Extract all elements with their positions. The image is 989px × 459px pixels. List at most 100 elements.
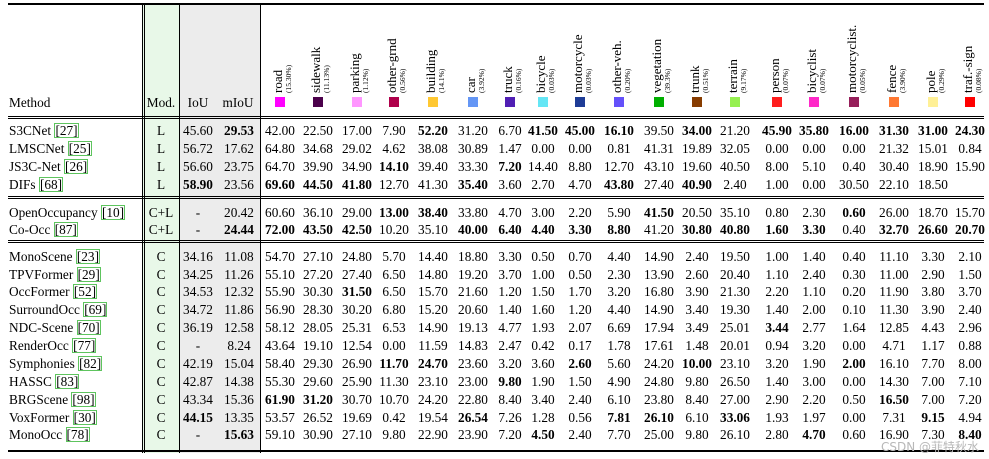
class-score-cell: 14.40 xyxy=(418,249,448,264)
class-score-cell: 1.20 xyxy=(498,284,522,299)
miou-cell: 20.42 xyxy=(224,205,254,220)
class-frequency: (14.1%) xyxy=(437,68,446,93)
class-score-cell: 29.30 xyxy=(303,356,333,371)
iou-cell: 58.90 xyxy=(183,177,213,192)
class-score-cell: 0.80 xyxy=(765,205,789,220)
citation-link[interactable]: [98] xyxy=(71,392,96,407)
class-score-cell: 30.30 xyxy=(303,284,333,299)
class-score-cell: 0.50 xyxy=(568,267,592,282)
modality-cell: C xyxy=(156,302,166,317)
class-score-cell: 16.10 xyxy=(604,123,634,138)
class-score-cell: 6.53 xyxy=(382,320,406,335)
class-score-cell: 12.70 xyxy=(379,177,409,192)
class-name: fence xyxy=(884,64,899,93)
class-score-cell: 26.54 xyxy=(458,410,488,425)
class-score-cell: 4.50 xyxy=(531,427,555,442)
modality-cell: C xyxy=(156,249,166,264)
citation-link[interactable]: [82] xyxy=(78,356,103,371)
class-score-cell: 55.10 xyxy=(265,267,295,282)
class-score-cell: 15.20 xyxy=(418,302,448,317)
citation-link[interactable]: [70] xyxy=(76,320,101,335)
citation-link[interactable]: [25] xyxy=(67,141,92,156)
class-score-cell: 30.89 xyxy=(458,141,488,156)
class-score-cell: 2.40 xyxy=(958,302,982,317)
class-score-cell: 17.00 xyxy=(342,123,372,138)
citation-link[interactable]: [69] xyxy=(83,302,108,317)
class-name: car xyxy=(463,77,478,93)
modality-cell: C xyxy=(156,267,166,282)
method-name: Symphonies [82] xyxy=(9,356,103,371)
citation-link[interactable]: [10] xyxy=(100,205,126,220)
class-score-cell: 8.00 xyxy=(958,356,982,371)
class-score-cell: 25.90 xyxy=(342,374,372,389)
class-score-cell: 39.50 xyxy=(644,123,674,138)
citation-link[interactable]: [52] xyxy=(72,284,98,299)
class-score-cell: 64.70 xyxy=(265,159,295,174)
iou-cell: - xyxy=(195,338,201,353)
class-score-cell: 2.90 xyxy=(921,267,945,282)
class-score-cell: 16.50 xyxy=(879,392,909,407)
class-score-cell: 16.00 xyxy=(839,123,869,138)
class-score-cell: 2.20 xyxy=(765,284,789,299)
class-score-cell: 52.20 xyxy=(418,123,448,138)
class-score-cell: 1.93 xyxy=(765,410,789,425)
class-score-cell: 27.40 xyxy=(342,267,372,282)
class-score-cell: 25.01 xyxy=(720,320,750,335)
class-score-cell: 1.60 xyxy=(765,222,789,237)
class-score-cell: 7.81 xyxy=(607,410,631,425)
class-score-cell: 31.20 xyxy=(303,392,333,407)
class-score-cell: 16.90 xyxy=(879,427,909,442)
class-score-cell: 1.40 xyxy=(765,302,789,317)
class-score-cell: 32.70 xyxy=(879,222,909,237)
class-name: sidewalk xyxy=(308,46,323,93)
citation-link[interactable]: [78] xyxy=(65,427,90,442)
class-score-cell: 2.80 xyxy=(765,427,789,442)
class-score-cell: 6.10 xyxy=(685,410,709,425)
class-score-cell: 0.00 xyxy=(531,141,555,156)
class-score-cell: 12.85 xyxy=(879,320,909,335)
class-frequency: (3.92%) xyxy=(477,68,486,93)
iou-cell: 56.60 xyxy=(183,159,213,174)
class-score-cell: 0.42 xyxy=(531,338,555,353)
class-score-cell: 11.10 xyxy=(879,249,909,264)
citation-link[interactable]: [68] xyxy=(38,177,64,192)
citation-link[interactable]: [26] xyxy=(64,159,89,174)
modality-cell: C+L xyxy=(148,222,174,237)
iou-cell: 34.16 xyxy=(183,249,213,264)
class-score-cell: 3.20 xyxy=(765,356,789,371)
class-score-cell: 24.30 xyxy=(955,123,985,138)
class-score-cell: 39.90 xyxy=(303,159,333,174)
class-score-cell: 0.60 xyxy=(842,205,866,220)
citation-link[interactable]: [29] xyxy=(76,267,101,282)
citation-link[interactable]: [30] xyxy=(72,410,97,425)
class-score-cell: 3.60 xyxy=(531,356,555,371)
citation-link[interactable]: [27] xyxy=(54,123,79,138)
class-score-cell: 35.10 xyxy=(720,205,750,220)
class-score-cell: 0.00 xyxy=(802,177,826,192)
class-color-swatch xyxy=(428,97,438,107)
class-score-cell: 13.00 xyxy=(379,205,409,220)
watermark: CSDN @菲特秋水 xyxy=(880,440,979,454)
citation-link[interactable]: [83] xyxy=(55,374,80,389)
citation-link[interactable]: [23] xyxy=(75,249,100,264)
class-name: motorcycle xyxy=(570,34,585,93)
class-score-cell: 54.70 xyxy=(265,249,295,264)
class-score-cell: 59.10 xyxy=(265,427,295,442)
class-score-cell: 0.40 xyxy=(842,222,866,237)
method-name: NDC-Scene [70] xyxy=(9,320,101,335)
class-score-cell: 0.00 xyxy=(568,141,592,156)
class-score-cell: 0.30 xyxy=(842,267,866,282)
miou-cell: 23.56 xyxy=(224,177,254,192)
class-score-cell: 7.20 xyxy=(958,392,982,407)
class-score-cell: 2.77 xyxy=(802,320,826,335)
class-score-cell: 39.40 xyxy=(418,159,448,174)
iou-cell: - xyxy=(195,427,201,442)
class-score-cell: 2.40 xyxy=(685,249,709,264)
class-score-cell: 5.60 xyxy=(607,356,631,371)
class-score-cell: 4.70 xyxy=(498,205,522,220)
citation-link[interactable]: [77] xyxy=(72,338,97,353)
class-score-cell: 20.01 xyxy=(720,338,750,353)
citation-link[interactable]: [87] xyxy=(53,222,78,237)
class-score-cell: 25.00 xyxy=(644,427,674,442)
class-score-cell: 4.77 xyxy=(498,320,522,335)
